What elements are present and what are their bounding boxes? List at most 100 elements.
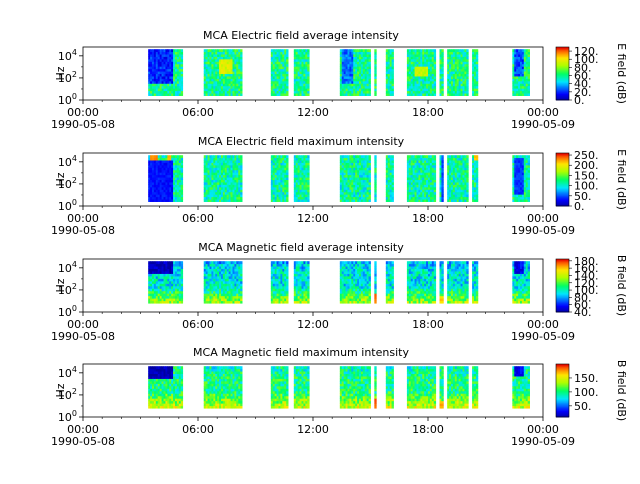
spectrogram-cell bbox=[392, 158, 394, 161]
spectrogram-cell bbox=[392, 91, 394, 94]
spectrogram-cell bbox=[434, 189, 436, 192]
spectrogram-cell bbox=[528, 187, 530, 190]
panel-1: MCA Electric field average intensityHz10… bbox=[51, 29, 628, 131]
spectrogram-cell bbox=[434, 64, 436, 67]
spectrogram-cell bbox=[369, 64, 371, 67]
spectrogram-cell bbox=[441, 57, 443, 60]
spectrogram-cell bbox=[286, 199, 288, 202]
spectrogram-cell bbox=[441, 71, 443, 74]
spectrogram-cell bbox=[466, 180, 468, 183]
spectrogram-cell bbox=[307, 180, 309, 183]
spectrogram-cell bbox=[374, 158, 376, 161]
spectrogram-cell bbox=[374, 57, 376, 60]
spectrogram-cell bbox=[476, 64, 478, 67]
spectrogram bbox=[148, 261, 530, 303]
spectrogram-cell bbox=[434, 199, 436, 202]
spectrogram-cell bbox=[528, 180, 530, 183]
x-tick-label: 06:00 bbox=[182, 106, 214, 119]
spectrogram-cell bbox=[466, 192, 468, 195]
spectrogram-cell bbox=[286, 93, 288, 96]
spectrogram-cell bbox=[466, 81, 468, 84]
spectrogram-cell bbox=[181, 185, 183, 188]
spectrogram-cell bbox=[476, 86, 478, 89]
spectrogram-cell bbox=[374, 61, 376, 64]
spectrogram-cell bbox=[307, 74, 309, 77]
spectrogram-cell bbox=[181, 261, 183, 264]
spectrogram-cell bbox=[374, 163, 376, 166]
spectrogram-cell bbox=[434, 88, 436, 91]
spectrogram-cell bbox=[240, 192, 242, 195]
spectrogram-cell bbox=[476, 180, 478, 183]
spectrogram-cell bbox=[369, 180, 371, 183]
spectrogram-cell bbox=[434, 59, 436, 62]
spectrogram-cell bbox=[441, 81, 443, 84]
spectrogram-cell bbox=[286, 83, 288, 86]
spectrogram-cell bbox=[240, 91, 242, 94]
spectrogram-cell bbox=[434, 61, 436, 64]
spectrogram-cell bbox=[307, 61, 309, 64]
spectrogram-cell bbox=[392, 74, 394, 77]
spectrogram-cell bbox=[441, 79, 443, 82]
spectrogram-cell bbox=[466, 52, 468, 55]
spectrogram-cell bbox=[392, 81, 394, 84]
spectrogram-cell bbox=[369, 189, 371, 192]
spectrogram-cell bbox=[374, 52, 376, 55]
spectrogram-cell bbox=[476, 170, 478, 173]
spectrogram-cell bbox=[307, 86, 309, 89]
spectrogram-cell bbox=[369, 69, 371, 72]
spectrogram-cell bbox=[240, 76, 242, 79]
spectrogram-cell bbox=[240, 64, 242, 67]
spectrogram-cell bbox=[307, 172, 309, 175]
spectrogram-cell bbox=[528, 59, 530, 62]
spectrogram-cell bbox=[476, 76, 478, 79]
spectrogram-cell bbox=[286, 71, 288, 74]
spectrogram-cell bbox=[466, 185, 468, 188]
spectrogram-cell bbox=[307, 76, 309, 79]
x-tick-date-label: 1990-05-09 bbox=[511, 224, 575, 237]
spectrogram-cell bbox=[441, 158, 443, 161]
x-tick-date-label: 1990-05-09 bbox=[511, 118, 575, 131]
spectrogram-cell bbox=[441, 69, 443, 72]
spectrogram-cell bbox=[240, 74, 242, 77]
spectrogram-cell bbox=[307, 66, 309, 69]
spectrogram-cell bbox=[528, 66, 530, 69]
colorbar-tick-label: 120. bbox=[574, 45, 599, 58]
spectrogram-cell bbox=[240, 165, 242, 168]
spectrogram-cell bbox=[369, 185, 371, 188]
spectrogram-cell bbox=[392, 83, 394, 86]
spectrogram-cell bbox=[286, 197, 288, 200]
panel-title: MCA Magnetic field average intensity bbox=[198, 241, 404, 254]
spectrogram-cell bbox=[466, 158, 468, 161]
y-tick-label: 102 bbox=[58, 70, 77, 85]
spectrogram-cell bbox=[307, 160, 309, 163]
spectrogram-cell bbox=[434, 175, 436, 178]
spectrogram-cell bbox=[392, 93, 394, 96]
spectrogram-cell bbox=[374, 180, 376, 183]
spectrogram-cell bbox=[307, 158, 309, 161]
spectrogram-cell bbox=[369, 54, 371, 57]
spectrogram-cell bbox=[369, 79, 371, 82]
spectrogram-cell bbox=[466, 61, 468, 64]
spectrogram-cell bbox=[476, 49, 478, 52]
spectrogram-cell bbox=[434, 69, 436, 72]
spectrogram-cell bbox=[476, 167, 478, 170]
spectrogram bbox=[148, 49, 530, 96]
spectrogram-cell bbox=[374, 93, 376, 96]
spectrogram-cell bbox=[181, 167, 183, 170]
colorbar: 0.50.100.150.200.250.E field (dB) bbox=[556, 149, 628, 213]
spectrogram-cell bbox=[476, 155, 478, 158]
spectrogram-cell bbox=[369, 57, 371, 60]
spectrogram-cell bbox=[374, 167, 376, 170]
spectrogram-cell bbox=[528, 49, 530, 52]
spectrogram-cell bbox=[181, 177, 183, 180]
spectrogram-cell bbox=[392, 194, 394, 197]
spectrogram-cell bbox=[476, 52, 478, 55]
spectrogram-cell bbox=[307, 170, 309, 173]
spectrogram-cell bbox=[181, 49, 183, 52]
spectrogram-cell bbox=[307, 197, 309, 200]
spectrogram-cell bbox=[392, 172, 394, 175]
spectrogram-cell bbox=[392, 175, 394, 178]
spectrogram-cell bbox=[441, 182, 443, 185]
spectrogram-cell bbox=[286, 74, 288, 77]
spectrogram-cell bbox=[307, 88, 309, 91]
